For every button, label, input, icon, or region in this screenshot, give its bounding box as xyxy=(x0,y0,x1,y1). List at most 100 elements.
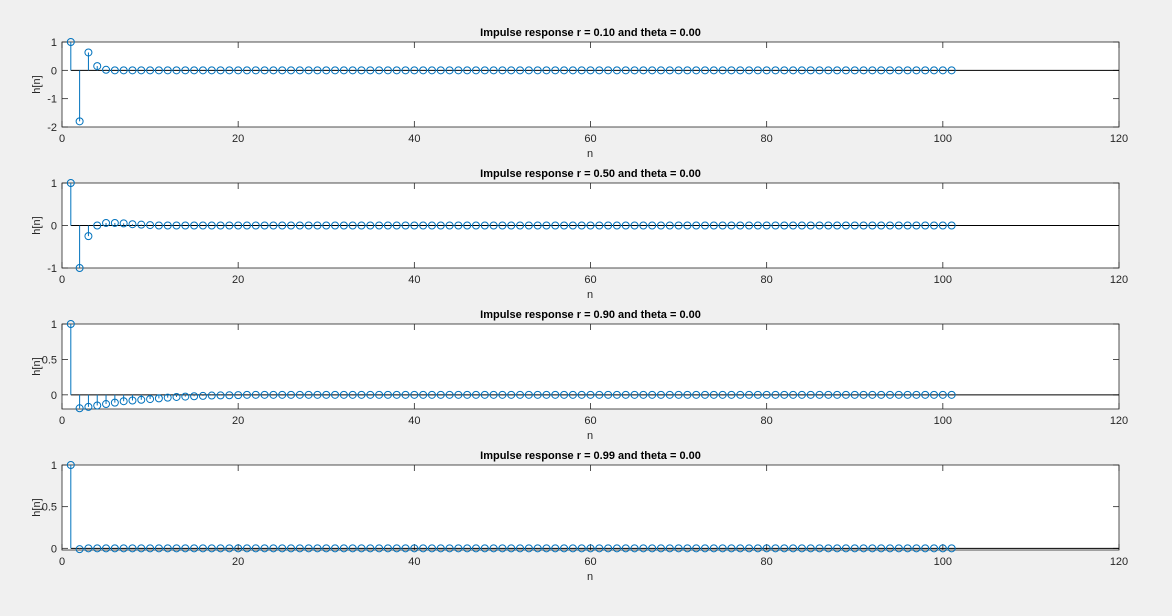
stem-marker xyxy=(489,390,498,399)
stem-marker xyxy=(947,66,956,75)
stem-marker xyxy=(524,390,533,399)
stem-marker xyxy=(947,544,956,553)
stem-marker xyxy=(921,66,930,75)
x-axis-label: n xyxy=(587,289,593,301)
stem-marker xyxy=(313,66,322,75)
stem-marker xyxy=(762,66,771,75)
stem-marker xyxy=(727,390,736,399)
stem-marker xyxy=(357,66,366,75)
stem-marker xyxy=(119,544,128,553)
stem-marker xyxy=(674,221,683,230)
stem-marker xyxy=(577,544,586,553)
x-tick-label: 120 xyxy=(1110,133,1128,145)
stem-marker xyxy=(366,66,375,75)
stem-marker xyxy=(498,66,507,75)
x-tick-label: 100 xyxy=(934,133,952,145)
stem-marker xyxy=(383,221,392,230)
stem-marker xyxy=(278,221,287,230)
subplot-2: Impulse response r = 0.50 and theta = 0.… xyxy=(31,168,1128,301)
stem-marker xyxy=(639,544,648,553)
y-axis-label: h[n] xyxy=(31,75,43,93)
stem-marker xyxy=(93,221,102,230)
stem-marker xyxy=(93,544,102,553)
stem-marker xyxy=(287,544,296,553)
stem-marker xyxy=(577,221,586,230)
stem-marker xyxy=(313,390,322,399)
stem-marker xyxy=(824,66,833,75)
stem-marker xyxy=(75,264,84,272)
stem-marker xyxy=(797,390,806,399)
stem-marker xyxy=(674,544,683,553)
x-tick-label: 80 xyxy=(761,274,773,286)
stem-marker xyxy=(894,390,903,399)
stem-marker xyxy=(128,396,137,405)
stem-marker xyxy=(375,221,384,230)
stem-marker xyxy=(427,390,436,399)
stem-marker xyxy=(947,390,956,399)
stem-marker xyxy=(498,390,507,399)
stem-marker xyxy=(93,62,102,71)
stem-marker xyxy=(507,544,516,553)
stem-marker xyxy=(674,390,683,399)
stem-marker xyxy=(471,544,480,553)
stem-marker xyxy=(110,544,119,553)
stem-marker xyxy=(824,390,833,399)
stem-marker xyxy=(877,66,886,75)
stem-marker xyxy=(850,66,859,75)
x-tick-label: 80 xyxy=(761,556,773,568)
stem-marker xyxy=(198,544,207,553)
stem-marker xyxy=(93,401,102,410)
stem-marker xyxy=(753,221,762,230)
stem-marker xyxy=(84,232,93,241)
stem-marker xyxy=(621,66,630,75)
stem-marker xyxy=(287,221,296,230)
stem-marker xyxy=(639,221,648,230)
stem-marker xyxy=(225,391,234,400)
stem-marker xyxy=(181,66,190,75)
stem-marker xyxy=(445,221,454,230)
stem-marker xyxy=(560,544,569,553)
stem-marker xyxy=(709,544,718,553)
stem-marker xyxy=(630,66,639,75)
y-tick-label: 1 xyxy=(51,37,57,49)
stem-marker xyxy=(921,390,930,399)
stem-marker xyxy=(102,544,111,553)
stem-marker xyxy=(683,221,692,230)
stem-marker xyxy=(789,390,798,399)
stem-marker xyxy=(718,66,727,75)
stem-marker xyxy=(110,398,119,407)
y-tick-label: 0 xyxy=(51,65,57,77)
stem-marker xyxy=(419,66,428,75)
stem-marker xyxy=(903,544,912,553)
stem-marker xyxy=(551,66,560,75)
stem-marker xyxy=(912,221,921,230)
chart-title: Impulse response r = 0.50 and theta = 0.… xyxy=(480,168,701,180)
stem-marker xyxy=(445,544,454,553)
stem-marker xyxy=(859,66,868,75)
stem-marker xyxy=(383,390,392,399)
stem-marker xyxy=(656,66,665,75)
stem-marker xyxy=(454,66,463,75)
stem-marker xyxy=(322,66,331,75)
stem-marker xyxy=(771,390,780,399)
stem-marker xyxy=(604,544,613,553)
stem-marker xyxy=(392,221,401,230)
stem-marker xyxy=(480,390,489,399)
stem-marker xyxy=(868,221,877,230)
x-tick-label: 60 xyxy=(584,133,596,145)
stem-marker xyxy=(383,544,392,553)
x-tick-label: 60 xyxy=(584,274,596,286)
stem-marker xyxy=(753,390,762,399)
stem-marker xyxy=(542,544,551,553)
stem-marker xyxy=(339,66,348,75)
stem-marker xyxy=(595,390,604,399)
stem-marker xyxy=(718,390,727,399)
stem-marker xyxy=(190,392,199,401)
stem-marker xyxy=(771,544,780,553)
stem-marker xyxy=(692,66,701,75)
stem-marker xyxy=(269,66,278,75)
stem-marker xyxy=(604,390,613,399)
stem-marker xyxy=(348,66,357,75)
x-tick-label: 40 xyxy=(408,415,420,427)
stem-marker xyxy=(392,544,401,553)
